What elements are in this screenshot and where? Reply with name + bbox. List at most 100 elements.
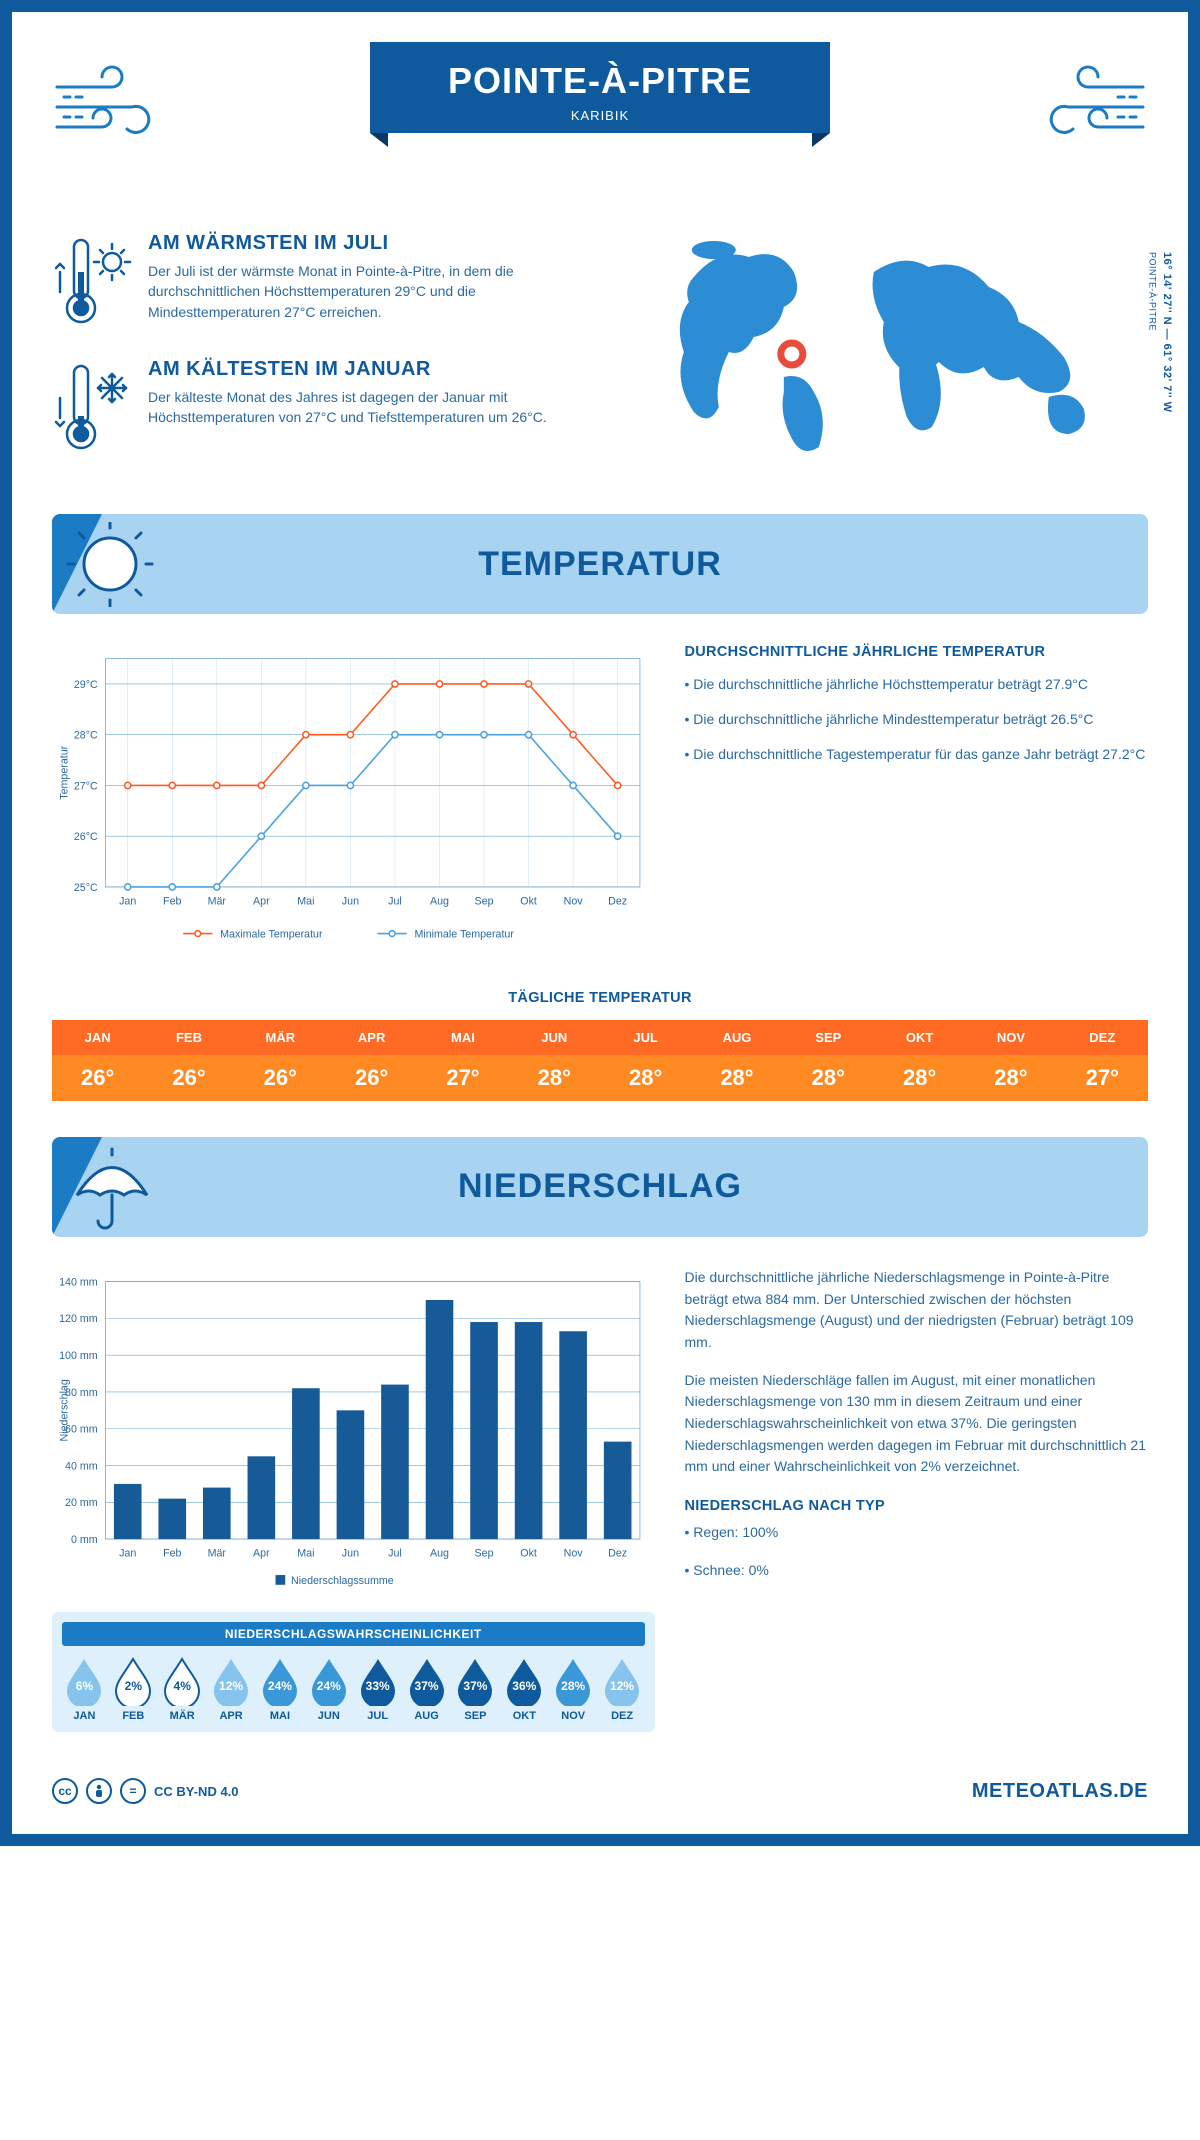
- table-header: FEB: [143, 1020, 234, 1055]
- svg-text:Mär: Mär: [208, 1548, 227, 1560]
- probability-drop: 24% JUN: [306, 1656, 351, 1722]
- wind-icon: [52, 62, 182, 152]
- svg-text:Jan: Jan: [119, 1548, 136, 1560]
- svg-text:27°C: 27°C: [74, 780, 98, 792]
- svg-text:120 mm: 120 mm: [59, 1313, 98, 1325]
- table-cell: 26°: [143, 1055, 234, 1101]
- coldest-fact: AM KÄLTESTEN IM JANUAR Der kälteste Mona…: [52, 358, 610, 458]
- table-cell: 26°: [235, 1055, 326, 1101]
- table-cell: 28°: [691, 1055, 782, 1101]
- thermometer-cold-icon: [52, 358, 132, 458]
- daily-temp-title: TÄGLICHE TEMPERATUR: [52, 990, 1148, 1006]
- probability-drop: 36% OKT: [502, 1656, 547, 1722]
- license-text: CC BY-ND 4.0: [154, 1784, 239, 1799]
- daily-temp-table: JANFEBMÄRAPRMAIJUNJULAUGSEPOKTNOVDEZ 26°…: [52, 1020, 1148, 1101]
- probability-drop: 2% FEB: [111, 1656, 156, 1722]
- probability-drop: 6% JAN: [62, 1656, 107, 1722]
- sun-icon: [62, 522, 157, 607]
- probability-drop: 28% NOV: [551, 1656, 596, 1722]
- title-ribbon: POINTE-À-PITRE KARIBIK: [370, 42, 830, 133]
- svg-text:Okt: Okt: [520, 895, 537, 907]
- probability-drop: 33% JUL: [355, 1656, 400, 1722]
- svg-text:26°C: 26°C: [74, 831, 98, 843]
- table-cell: 26°: [52, 1055, 143, 1101]
- svg-text:Feb: Feb: [163, 1548, 181, 1560]
- svg-text:Mai: Mai: [297, 1548, 314, 1560]
- site-name: METEOATLAS.DE: [972, 1780, 1148, 1803]
- svg-text:100 mm: 100 mm: [59, 1350, 98, 1362]
- table-cell: 26°: [326, 1055, 417, 1101]
- coldest-text: Der kälteste Monat des Jahres ist dagege…: [148, 387, 610, 428]
- table-header: JAN: [52, 1020, 143, 1055]
- table-header: MÄR: [235, 1020, 326, 1055]
- table-header: SEP: [783, 1020, 874, 1055]
- svg-text:Sep: Sep: [475, 895, 494, 907]
- svg-text:Jun: Jun: [342, 1548, 359, 1560]
- probability-drop: 4% MÄR: [160, 1656, 205, 1722]
- table-cell: 28°: [600, 1055, 691, 1101]
- svg-text:Jul: Jul: [388, 1548, 402, 1560]
- table-header: APR: [326, 1020, 417, 1055]
- page-title: POINTE-À-PITRE: [430, 60, 770, 102]
- precipitation-banner: NIEDERSCHLAG: [52, 1137, 1148, 1237]
- precip-type-bullet: • Regen: 100%: [685, 1522, 1148, 1544]
- warmest-title: AM WÄRMSTEN IM JULI: [148, 232, 610, 255]
- svg-text:0 mm: 0 mm: [71, 1534, 98, 1546]
- table-cell: 27°: [1057, 1055, 1148, 1101]
- table-cell: 27°: [417, 1055, 508, 1101]
- coldest-title: AM KÄLTESTEN IM JANUAR: [148, 358, 610, 381]
- probability-drop: 12% DEZ: [600, 1656, 645, 1722]
- table-cell: 28°: [783, 1055, 874, 1101]
- table-header: AUG: [691, 1020, 782, 1055]
- svg-text:Jan: Jan: [119, 895, 136, 907]
- table-header: DEZ: [1057, 1020, 1148, 1055]
- probability-drop: 37% SEP: [453, 1656, 498, 1722]
- svg-text:Mai: Mai: [297, 895, 314, 907]
- table-header: OKT: [874, 1020, 965, 1055]
- precip-type-bullet: • Schnee: 0%: [685, 1560, 1148, 1582]
- svg-text:Nov: Nov: [564, 1548, 584, 1560]
- table-header: JUL: [600, 1020, 691, 1055]
- precip-paragraph: Die meisten Niederschläge fallen im Augu…: [685, 1370, 1148, 1478]
- table-cell: 28°: [965, 1055, 1056, 1101]
- probability-title: NIEDERSCHLAGSWAHRSCHEINLICHKEIT: [62, 1622, 645, 1646]
- svg-text:20 mm: 20 mm: [65, 1497, 98, 1509]
- world-map: 16° 14' 27'' N — 61° 32' 7'' W POINTE-À-…: [640, 232, 1148, 484]
- svg-text:Mär: Mär: [208, 895, 227, 907]
- svg-text:Jun: Jun: [342, 895, 359, 907]
- table-cell: 28°: [509, 1055, 600, 1101]
- section-title: NIEDERSCHLAG: [458, 1167, 742, 1206]
- svg-text:29°C: 29°C: [74, 679, 98, 691]
- precip-paragraph: Die durchschnittliche jährliche Niedersc…: [685, 1267, 1148, 1354]
- svg-text:140 mm: 140 mm: [59, 1276, 98, 1288]
- svg-text:Temperatur: Temperatur: [59, 745, 71, 799]
- page-subtitle: KARIBIK: [430, 108, 770, 123]
- svg-text:Nov: Nov: [564, 895, 584, 907]
- coordinates: 16° 14' 27'' N — 61° 32' 7'' W POINTE-À-…: [1146, 252, 1174, 413]
- probability-drop: 12% APR: [209, 1656, 254, 1722]
- svg-text:Jul: Jul: [388, 895, 402, 907]
- svg-text:40 mm: 40 mm: [65, 1460, 98, 1472]
- temperature-banner: TEMPERATUR: [52, 514, 1148, 614]
- nd-icon: =: [120, 1778, 146, 1804]
- wind-icon: [1018, 62, 1148, 152]
- svg-text:Apr: Apr: [253, 1548, 270, 1560]
- svg-text:28°C: 28°C: [74, 730, 98, 742]
- thermometer-hot-icon: [52, 232, 132, 332]
- svg-text:Apr: Apr: [253, 895, 270, 907]
- temp-bullet: • Die durchschnittliche jährliche Mindes…: [685, 709, 1148, 730]
- precip-type-heading: NIEDERSCHLAG NACH TYP: [685, 1498, 1148, 1514]
- svg-text:Niederschlagssumme: Niederschlagssumme: [291, 1575, 394, 1587]
- table-header: MAI: [417, 1020, 508, 1055]
- header: POINTE-À-PITRE KARIBIK: [52, 42, 1148, 202]
- warmest-fact: AM WÄRMSTEN IM JULI Der Juli ist der wär…: [52, 232, 610, 332]
- svg-text:Feb: Feb: [163, 895, 181, 907]
- location-marker: [781, 343, 803, 365]
- table-cell: 28°: [874, 1055, 965, 1101]
- cc-icon: cc: [52, 1778, 78, 1804]
- svg-text:Sep: Sep: [475, 1548, 494, 1560]
- warmest-text: Der Juli ist der wärmste Monat in Pointe…: [148, 261, 610, 322]
- temp-bullet: • Die durchschnittliche Tagestemperatur …: [685, 744, 1148, 765]
- footer: cc = CC BY-ND 4.0 METEOATLAS.DE: [52, 1762, 1148, 1804]
- svg-text:Dez: Dez: [608, 895, 627, 907]
